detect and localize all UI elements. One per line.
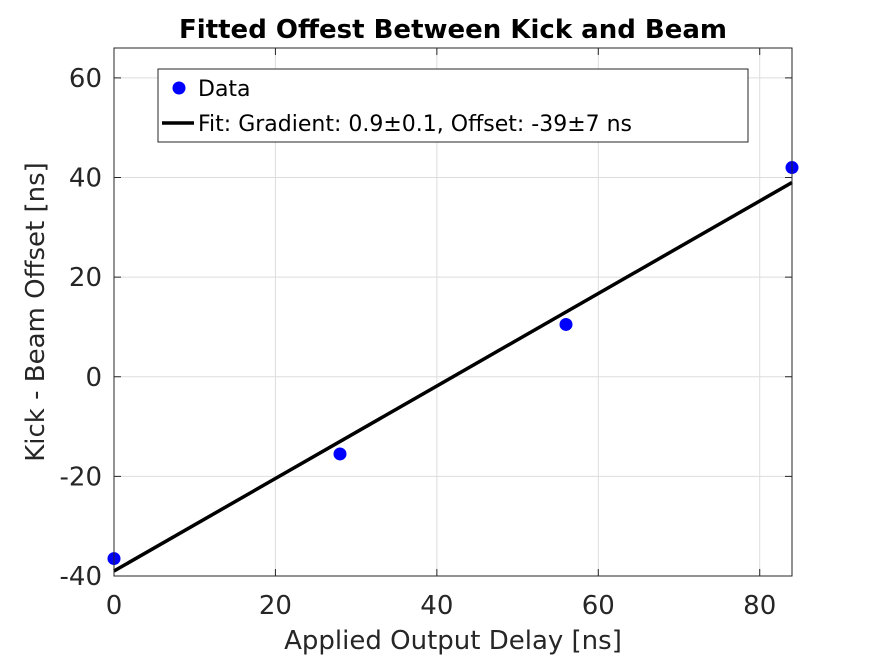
axes-box [113,47,793,577]
y-tick-label: -20 [60,462,102,492]
x-axis-label: Applied Output Delay [ns] [284,626,622,656]
x-tick-label: 60 [582,591,615,621]
legend-box [157,68,749,143]
fit-line [113,180,793,573]
legend-label: Fit: Gradient: 0.9±0.1, Offset: -39±7 ns [198,112,632,137]
legend: Data Fit: Gradient: 0.9±0.1, Offset: -39±… [157,68,749,143]
x-tick-label: 0 [106,591,123,621]
y-tick-label: 0 [85,363,102,393]
data-point [333,447,347,461]
y-axis-label: Kick - Beam Offset [ns] [21,162,51,462]
x-tick-label: 80 [743,591,776,621]
y-tick-label: 20 [69,263,102,293]
data-point [559,317,573,331]
legend-label: Data [198,77,251,102]
legend-marker-data [172,81,186,95]
chart-title: Fitted Offest Between Kick and Beam [179,15,727,45]
ticks: 0 20 40 60 80 -40 -20 0 20 40 60 [60,48,792,621]
y-tick-label: 40 [69,164,102,194]
y-tick-label: 60 [69,64,102,94]
x-tick-label: 20 [259,591,292,621]
y-tick-label: -40 [60,562,102,592]
x-tick-label: 40 [420,591,453,621]
